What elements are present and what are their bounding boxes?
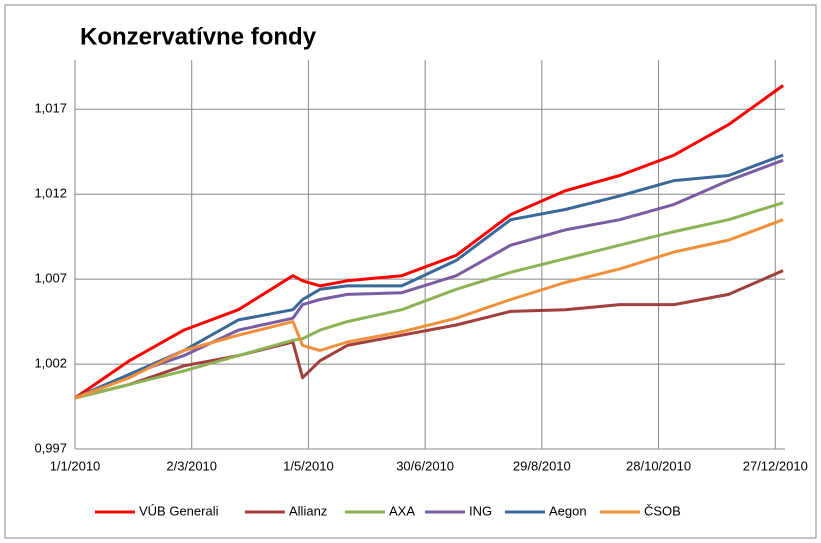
series-line <box>74 269 784 400</box>
chart-title: Konzervatívne fondy <box>80 23 317 50</box>
y-tick-label: 1,012 <box>34 186 67 201</box>
x-tick-label: 1/5/2010 <box>283 458 334 473</box>
y-tick-label: 1,017 <box>34 101 67 116</box>
legend-label: Aegon <box>549 503 587 518</box>
x-tick-label: 1/1/2010 <box>50 458 101 473</box>
series-line <box>74 201 784 400</box>
x-tick-label: 29/8/2010 <box>513 458 571 473</box>
legend-label: ČSOB <box>644 503 681 518</box>
x-tick-label: 30/6/2010 <box>396 458 454 473</box>
y-tick-label: 0,997 <box>34 440 67 455</box>
x-tick-label: 28/10/2010 <box>626 458 691 473</box>
legend-label: VÚB Generali <box>139 503 219 518</box>
x-tick-label: 2/3/2010 <box>166 458 217 473</box>
y-tick-label: 1,002 <box>34 356 67 371</box>
series-line <box>74 84 784 400</box>
legend-label: AXA <box>389 503 415 518</box>
x-tick-label: 27/12/2010 <box>743 458 808 473</box>
legend-label: Allianz <box>289 503 327 518</box>
series-line <box>74 218 784 400</box>
y-tick-label: 1,007 <box>34 271 67 286</box>
legend-label: ING <box>469 503 492 518</box>
series-line <box>74 153 784 400</box>
